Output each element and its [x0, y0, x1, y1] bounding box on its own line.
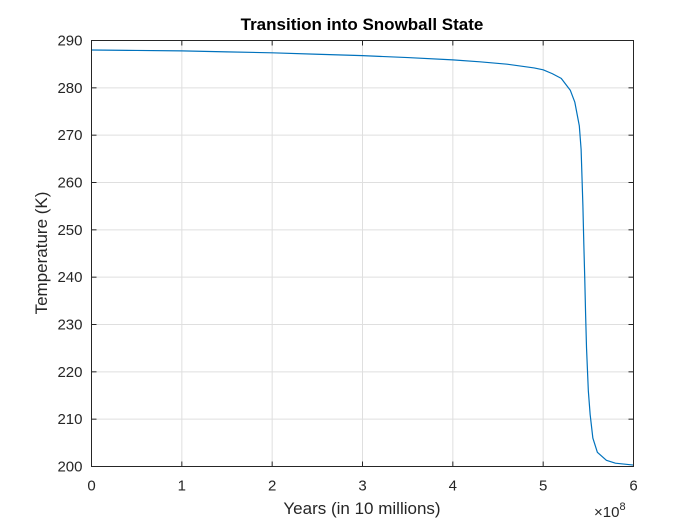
x-axis-exponent: ×108 — [594, 501, 626, 521]
x-tick-label: 6 — [629, 478, 637, 495]
y-axis-label: Temperature (K) — [32, 192, 51, 315]
chart-title: Transition into Snowball State — [241, 15, 484, 34]
tick-labels: 0 1 2 3 4 5 6 200 210 220 230 240 250 260 270 280 290 — [57, 33, 637, 495]
data-series — [91, 49, 634, 466]
plot-area-frame — [91, 40, 634, 467]
y-tick-label: 220 — [57, 364, 82, 381]
y-tick-label: 250 — [57, 222, 82, 239]
x-axis-exponent-base: ×10 — [594, 504, 619, 521]
x-tick-label: 5 — [539, 478, 547, 495]
temperature-line — [91, 49, 634, 466]
y-tick-label: 200 — [57, 459, 82, 476]
y-tick-label: 230 — [57, 317, 82, 334]
x-tick-label: 4 — [449, 478, 457, 495]
y-tick-label: 270 — [57, 127, 82, 144]
y-tick-label: 240 — [57, 269, 82, 286]
x-axis-exponent-power: 8 — [619, 501, 625, 513]
x-tick-label: 3 — [358, 478, 366, 495]
x-tick-label: 2 — [268, 478, 276, 495]
x-axis-label: Years (in 10 millions) — [283, 499, 440, 518]
y-tick-label: 210 — [57, 411, 82, 428]
y-tick-label: 280 — [57, 80, 82, 97]
grid — [91, 40, 634, 467]
y-tick-label: 290 — [57, 33, 82, 50]
y-tick-label: 260 — [57, 175, 82, 192]
x-tick-label: 1 — [178, 478, 186, 495]
x-tick-label: 0 — [87, 478, 95, 495]
